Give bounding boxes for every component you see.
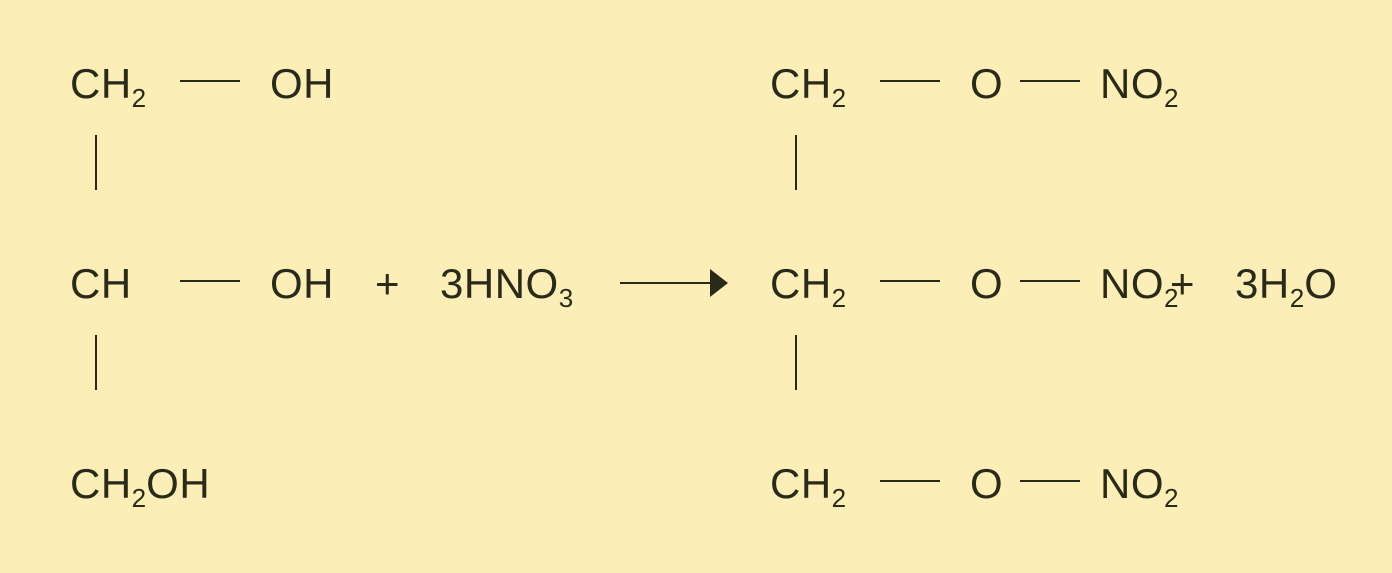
glycerol-vbond-1 — [95, 135, 97, 190]
glycerol-oh-2: OH — [270, 260, 334, 308]
nitro-o-1: O — [970, 60, 1003, 108]
nitro-bond-c2-o — [880, 280, 940, 282]
nitro-o-2: O — [970, 260, 1003, 308]
nitro-bond-c3-o — [880, 480, 940, 482]
nitro-bond-o1-no2 — [1020, 80, 1080, 82]
glycerol-c1: CH2 — [70, 60, 146, 108]
glycerol-oh-1: OH — [270, 60, 334, 108]
h2o: 3H2O — [1235, 260, 1337, 308]
nitro-no2-2: NO2 — [1100, 260, 1178, 308]
nitro-c2: CH2 — [770, 260, 846, 308]
glycerol-vbond-2 — [95, 335, 97, 390]
nitro-no2-3: NO2 — [1100, 460, 1178, 508]
plus-reactant: + — [375, 260, 400, 308]
glycerol-bond-c1-oh — [180, 80, 240, 82]
nitro-bond-o3-no2 — [1020, 480, 1080, 482]
glycerol-c3: CH2OH — [70, 460, 210, 508]
nitro-c1: CH2 — [770, 60, 846, 108]
hno3: 3HNO3 — [440, 260, 573, 308]
glycerol-c2: CH — [70, 260, 132, 308]
nitro-no2-1: NO2 — [1100, 60, 1178, 108]
nitro-bond-c1-o — [880, 80, 940, 82]
reaction-arrow — [620, 282, 724, 310]
nitro-vbond-1 — [795, 135, 797, 190]
nitro-bond-o2-no2 — [1020, 280, 1080, 282]
glycerol-bond-c2-oh — [180, 280, 240, 282]
nitro-o-3: O — [970, 460, 1003, 508]
nitro-c3: CH2 — [770, 460, 846, 508]
nitro-vbond-2 — [795, 335, 797, 390]
